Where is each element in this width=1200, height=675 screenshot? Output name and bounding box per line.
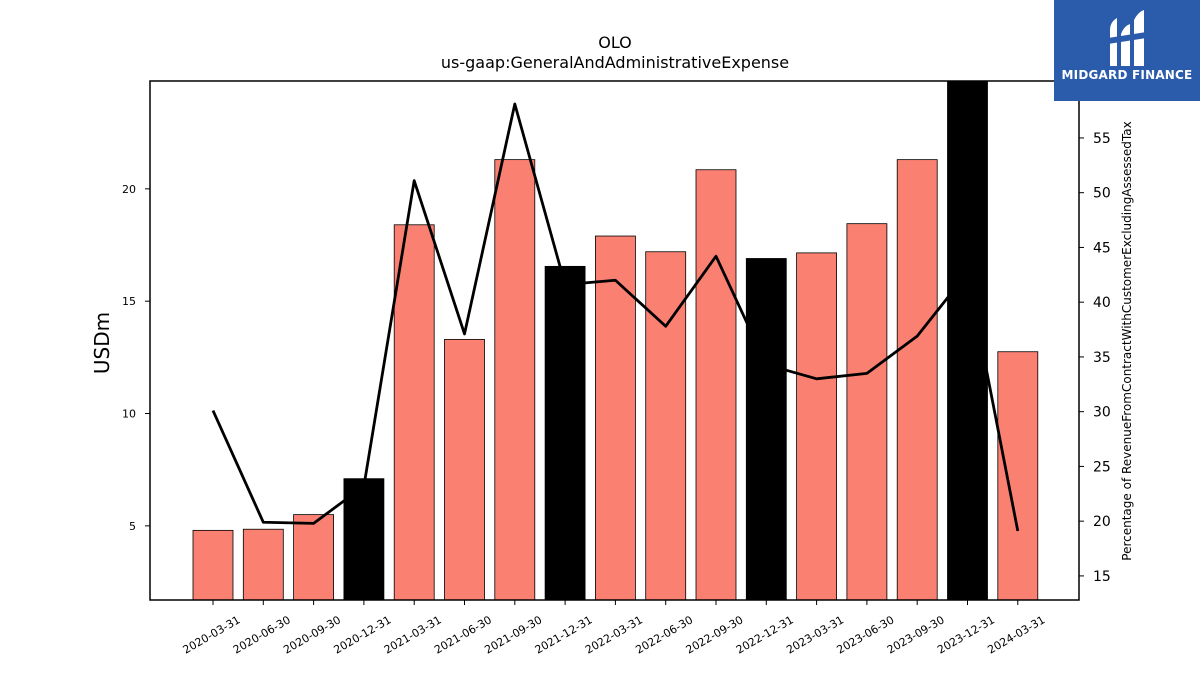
y2-axis-label: Percentage of RevenueFromContractWithCus…	[1120, 121, 1134, 560]
percentage-line	[211, 102, 1020, 532]
x-tick-label: 2024-03-31	[985, 613, 1047, 656]
plot-frame	[149, 80, 1080, 601]
logo-text: MIDGARD FINANCE	[1061, 68, 1193, 82]
bar-2021-06-30	[444, 338, 485, 601]
y2-tick-label: 55	[1093, 131, 1111, 147]
y2-tick-label: 25	[1093, 459, 1111, 475]
y-tick-label: 15	[122, 295, 136, 308]
bar-2024-03-31	[997, 351, 1039, 601]
bar-2022-09-30	[695, 169, 737, 601]
y-tick-label: 20	[122, 183, 136, 196]
bar-2020-09-30	[293, 514, 335, 601]
y2-tick-label: 40	[1093, 295, 1111, 311]
bar-series	[192, 80, 1039, 601]
bar-2023-03-31	[796, 252, 837, 601]
bar-2023-09-30	[896, 159, 938, 601]
chart-title: OLO	[598, 33, 632, 52]
bar-2021-09-30	[494, 159, 536, 601]
bar-2020-06-30	[242, 528, 284, 601]
y2-tick-label: 45	[1093, 240, 1111, 256]
bar-2022-03-31	[595, 235, 636, 601]
y2-tick-label: 15	[1093, 569, 1111, 585]
bar-2021-12-31	[544, 265, 586, 601]
right-axis: 15 20 25 30 35 40 45 50 55	[1079, 131, 1111, 585]
midgard-logo-icon	[1108, 10, 1146, 66]
bar-2020-03-31	[192, 529, 234, 601]
bar-2022-06-30	[645, 251, 687, 601]
bar-2020-12-31	[343, 478, 385, 601]
y-tick-label: 5	[129, 520, 136, 533]
brand-logo: MIDGARD FINANCE	[1054, 0, 1200, 101]
left-axis: 5 10 15 20	[122, 183, 150, 533]
bar-2023-06-30	[846, 223, 888, 601]
y-tick-label: 10	[122, 408, 136, 421]
bar-2022-12-31	[745, 258, 787, 601]
y2-tick-label: 30	[1093, 405, 1111, 421]
y2-tick-label: 20	[1093, 514, 1111, 530]
x-axis: 2020-03-312020-06-302020-09-302020-12-31…	[181, 600, 1047, 657]
y-axis-label: USDm	[90, 312, 114, 374]
chart-subtitle: us-gaap:GeneralAndAdministrativeExpense	[441, 53, 789, 72]
bar-2021-03-31	[393, 224, 435, 601]
bar-2023-12-31	[947, 80, 988, 601]
line-series	[211, 102, 1020, 532]
y2-tick-label: 35	[1093, 350, 1111, 366]
y2-tick-label: 50	[1093, 186, 1111, 202]
